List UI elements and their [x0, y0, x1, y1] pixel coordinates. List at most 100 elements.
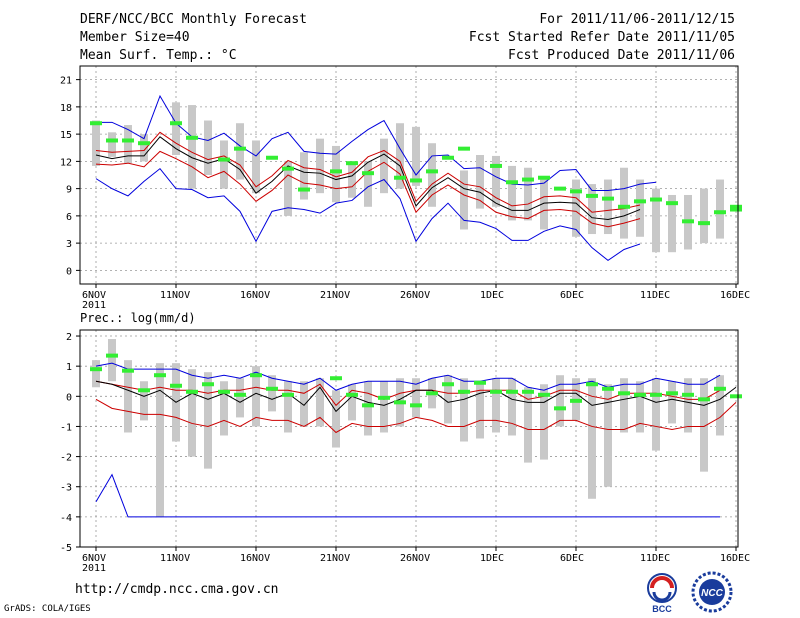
- grads-credit: GrADS: COLA/IGES: [4, 604, 91, 614]
- observation-marker: [650, 197, 662, 202]
- climatology-bar: [540, 384, 548, 460]
- climatology-bar: [700, 188, 708, 244]
- observation-marker: [250, 373, 262, 378]
- observation-marker: [442, 382, 454, 387]
- climatology-bar: [316, 138, 324, 194]
- climatology-bar: [524, 387, 532, 463]
- observation-marker: [186, 389, 198, 394]
- bcc-logo: BCC: [647, 573, 677, 614]
- observation-marker: [186, 135, 198, 140]
- observation-marker: [234, 146, 246, 151]
- climatology-bar: [156, 363, 164, 517]
- climatology-bar: [620, 378, 628, 433]
- climatology-bar: [140, 134, 148, 162]
- climatology-bar: [348, 161, 356, 198]
- observation-marker: [138, 388, 150, 393]
- y-tick-label: -5: [60, 543, 72, 554]
- climatology-bar: [268, 375, 276, 412]
- x-tick-label: 1DEC: [480, 290, 504, 301]
- observation-marker: [282, 166, 294, 171]
- observation-marker: [570, 189, 582, 194]
- climatology-bar: [636, 179, 644, 237]
- observation-marker: [154, 373, 166, 378]
- observation-marker: [554, 406, 566, 411]
- climatology-bar: [92, 120, 100, 166]
- observation-marker: [618, 204, 630, 209]
- climatology-bar: [620, 167, 628, 239]
- observation-marker: [538, 175, 550, 180]
- observation-marker: [586, 382, 598, 387]
- climatology-bar: [252, 140, 260, 194]
- series-mean: [95, 136, 641, 221]
- climatology-bar: [220, 381, 228, 436]
- series-lower-std: [95, 398, 737, 434]
- observation-marker: [458, 146, 470, 151]
- y-tick-label: 1: [66, 362, 72, 373]
- observation-marker: [490, 389, 502, 394]
- observation-marker: [106, 353, 118, 358]
- variable-label: Mean Surf. Temp.: °C: [80, 48, 237, 63]
- climatology-bar: [524, 167, 532, 221]
- climatology-bar: [348, 384, 356, 421]
- x-tick-label: 11NOV: [160, 290, 190, 301]
- observation-marker: [394, 175, 406, 180]
- y-tick-label: -4: [60, 513, 72, 524]
- observation-marker: [698, 397, 710, 402]
- observation-marker: [730, 204, 742, 209]
- observation-marker: [410, 403, 422, 408]
- observation-marker: [570, 398, 582, 403]
- x-tick-label: 6DEC: [560, 290, 584, 301]
- climatology-bar: [332, 145, 340, 203]
- climatology-bar: [412, 126, 420, 186]
- climatology-bar: [716, 179, 724, 239]
- y-tick-label: 0: [66, 266, 72, 277]
- observation-marker: [234, 392, 246, 397]
- x-tick-label: 21NOV: [320, 553, 350, 564]
- climatology-bar: [604, 384, 612, 487]
- climatology-bar: [700, 378, 708, 472]
- observation-marker: [650, 392, 662, 397]
- x-tick-label: 16NOV: [240, 290, 270, 301]
- observation-marker: [90, 121, 102, 126]
- observation-marker: [330, 169, 342, 174]
- observation-marker: [666, 391, 678, 396]
- observation-marker: [458, 389, 470, 394]
- climatology-bar: [428, 143, 436, 207]
- climatology-bar: [684, 378, 692, 433]
- climatology-bar: [492, 378, 500, 433]
- precip-panel-title: Prec.: log(mm/d): [80, 311, 196, 325]
- member-size-label: Member Size=40: [80, 30, 190, 45]
- climatology-bar: [604, 179, 612, 235]
- x-tick-label: 2011: [82, 300, 106, 311]
- climatology-bar: [108, 339, 116, 382]
- series-mean: [95, 380, 737, 413]
- climatology-bar: [412, 378, 420, 418]
- observation-marker: [474, 380, 486, 385]
- climatology-bar: [444, 375, 452, 424]
- x-tick-label: 21NOV: [320, 290, 350, 301]
- series-min: [95, 167, 641, 262]
- observation-marker: [714, 386, 726, 391]
- climatology-bar: [508, 165, 516, 221]
- climatology-bar: [92, 360, 100, 388]
- series-upper-std: [95, 131, 641, 213]
- y-tick-label: 18: [60, 103, 72, 114]
- observation-marker: [362, 171, 374, 176]
- climatology-bar: [492, 155, 500, 207]
- observation-marker: [602, 386, 614, 391]
- climatology-bar: [236, 378, 244, 418]
- observation-marker: [346, 392, 358, 397]
- observation-marker: [698, 221, 710, 226]
- climatology-bar: [716, 375, 724, 436]
- observation-marker: [90, 367, 102, 372]
- climatology-bar: [284, 381, 292, 433]
- observation-marker: [298, 187, 310, 192]
- observation-marker: [442, 155, 454, 160]
- y-tick-label: 6: [66, 212, 72, 223]
- source-url[interactable]: http://cmdp.ncc.cma.gov.cn: [75, 582, 279, 597]
- observation-marker: [138, 141, 150, 146]
- y-tick-label: -1: [60, 422, 72, 433]
- y-tick-label: -3: [60, 483, 72, 494]
- climatology-bar: [476, 381, 484, 439]
